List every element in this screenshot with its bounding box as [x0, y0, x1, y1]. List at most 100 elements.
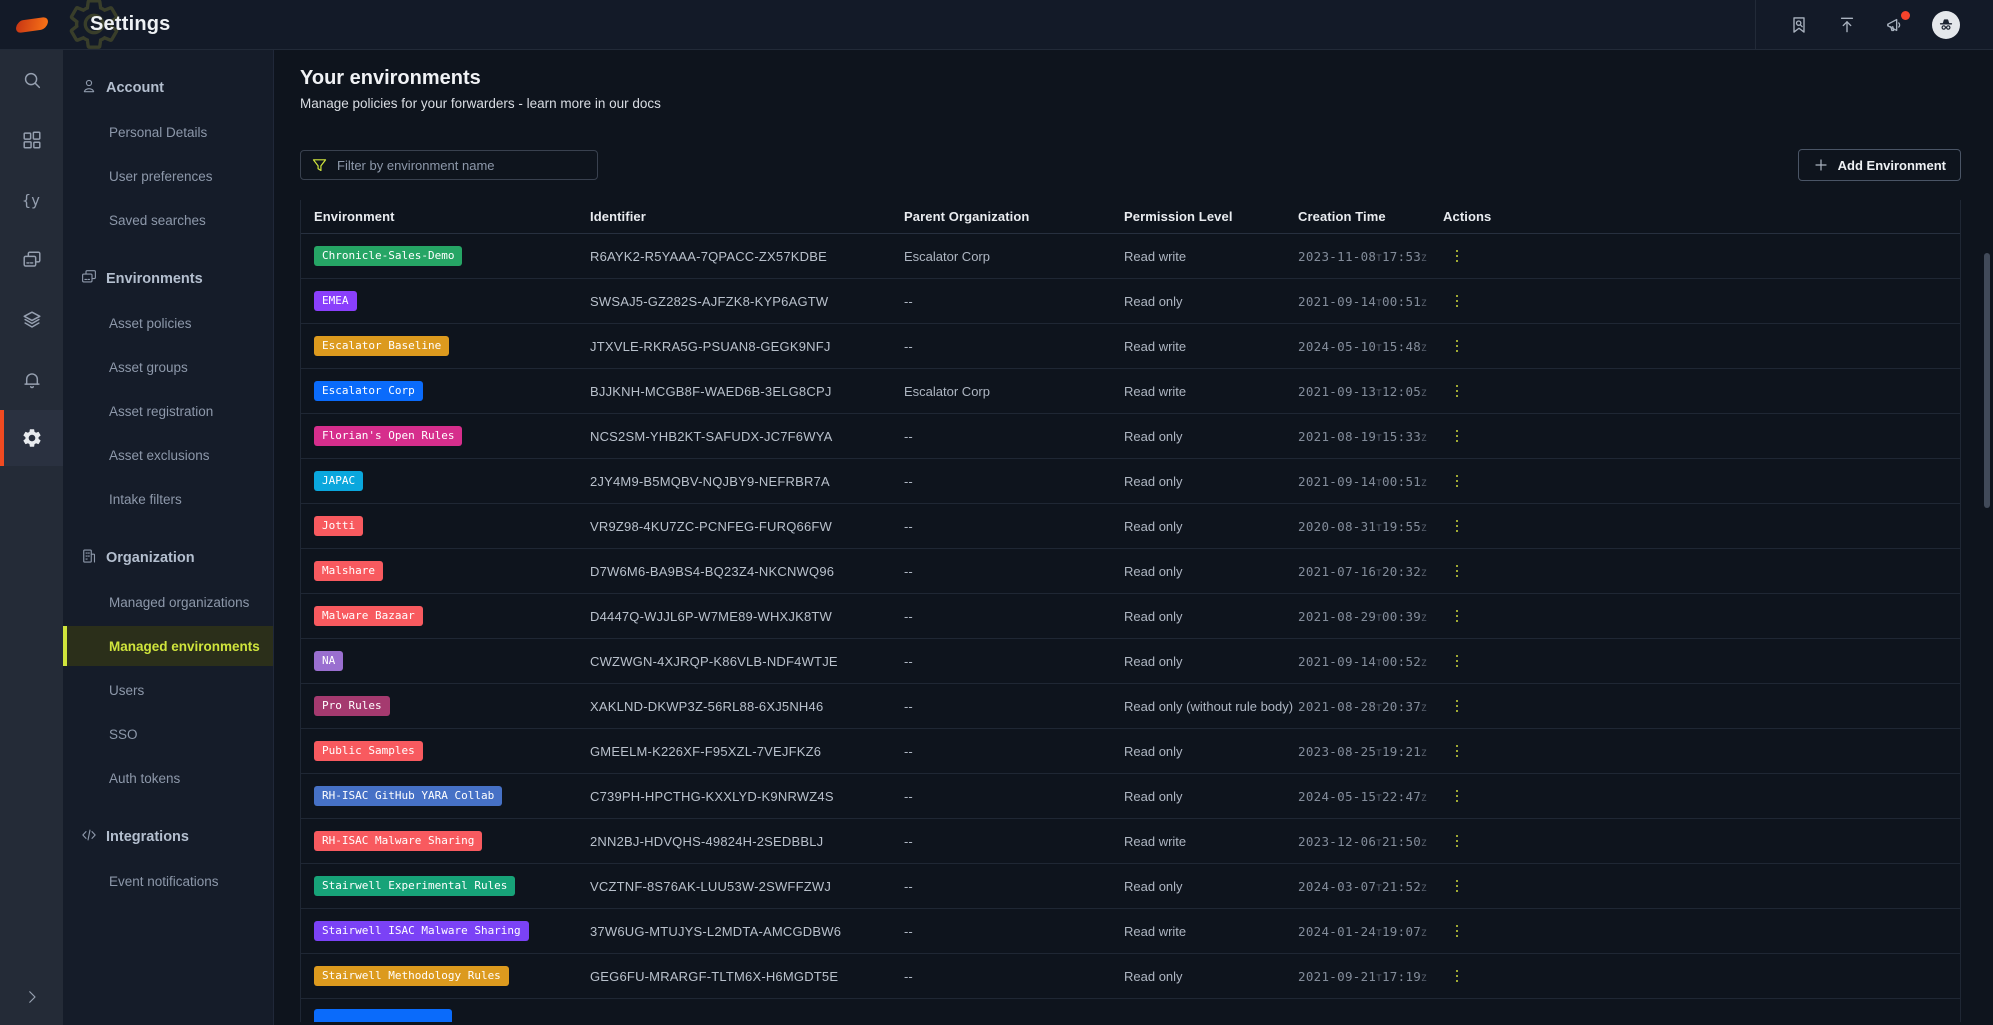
table-row[interactable]: Escalator Corp BJJKNH-MCGB8F-WAED6B-3ELG… — [301, 369, 1960, 414]
upload-icon[interactable] — [1836, 14, 1858, 36]
filter-box[interactable] — [300, 150, 598, 180]
announcements-icon[interactable] — [1884, 10, 1910, 36]
row-actions-kebab-icon[interactable] — [1448, 336, 1466, 356]
table-row[interactable]: Stairwell Experimental Rules VCZTNF-8S76… — [301, 864, 1960, 909]
bookmark-search-icon[interactable] — [1788, 14, 1810, 36]
row-actions-kebab-icon[interactable] — [1448, 786, 1466, 806]
sidebar-section-header[interactable]: Account — [63, 66, 273, 110]
table-row[interactable]: Stairwell ISAC Malware Sharing 37W6UG-MT… — [301, 909, 1960, 954]
table-row[interactable]: Escalator Baseline JTXVLE-RKRA5G-PSUAN8-… — [301, 324, 1960, 369]
search-icon[interactable] — [0, 50, 63, 110]
settings-sidebar: Account Personal Details User preferences… — [63, 50, 274, 1025]
creation-time-cell: 2021-09-14T00:51Z — [1298, 473, 1427, 489]
row-actions-kebab-icon[interactable] — [1448, 921, 1466, 941]
table-row[interactable]: Jotti VR9Z98-4KU7ZC-PCNFEG-FURQ66FW -- R… — [301, 504, 1960, 549]
avatar[interactable] — [1932, 10, 1960, 39]
filter-input[interactable] — [337, 157, 587, 173]
table-row[interactable]: RH-ISAC GitHub YARA Collab C739PH-HPCTHG… — [301, 774, 1960, 819]
table-row[interactable]: Pro Rules XAKLND-DKWP3Z-56RL88-6XJ5NH46 … — [301, 684, 1960, 729]
table-row[interactable]: Malware Bazaar D4447Q-WJJL6P-W7ME89-WHXJ… — [301, 594, 1960, 639]
permission-level-cell: Read only — [1124, 473, 1183, 489]
environment-badge — [314, 1009, 452, 1022]
parent-organization-cell: -- — [904, 788, 913, 804]
assets-icon[interactable] — [0, 230, 63, 290]
row-actions-kebab-icon[interactable] — [1448, 741, 1466, 761]
identifier-cell: 37W6UG-MTUJYS-L2MDTA-AMCGDBW6 — [590, 923, 842, 939]
row-actions-kebab-icon[interactable] — [1448, 471, 1466, 491]
identifier-cell: VCZTNF-8S76AK-LUU53W-2SWFFZWJ — [590, 878, 832, 894]
expand-icon[interactable] — [0, 969, 63, 1025]
table-row[interactable]: Malshare D7W6M6-BA9BS4-BQ23Z4-NKCNWQ96 -… — [301, 549, 1960, 594]
parent-organization-cell: -- — [904, 968, 913, 984]
row-actions-kebab-icon[interactable] — [1448, 426, 1466, 446]
sidebar-item-intake-filters[interactable]: Intake filters — [109, 491, 182, 507]
table-row[interactable]: Florian's Open Rules NCS2SM-YHB2KT-SAFUD… — [301, 414, 1960, 459]
permission-level-cell: Read only — [1124, 743, 1183, 759]
icon-rail: {y — [0, 50, 63, 1025]
dashboard-icon[interactable] — [0, 110, 63, 170]
yara-icon[interactable]: {y — [0, 170, 63, 230]
creation-time-cell: 2024-05-15T22:47Z — [1298, 788, 1427, 804]
row-actions-kebab-icon[interactable] — [1448, 561, 1466, 581]
table-row[interactable]: RH-ISAC Malware Sharing 2NN2BJ-HDVQHS-49… — [301, 819, 1960, 864]
table-row-partial[interactable] — [301, 999, 1960, 1022]
sidebar-item-personal-details[interactable]: Personal Details — [109, 124, 208, 140]
permission-level-cell: Read only — [1124, 293, 1183, 309]
sidebar-section-header[interactable]: Environments — [63, 257, 273, 301]
sidebar-item-managed-organizations[interactable]: Managed organizations — [109, 594, 250, 610]
table-row[interactable]: JAPAC 2JY4M9-B5MQBV-NQJBY9-NEFRBR7A -- R… — [301, 459, 1960, 504]
row-actions-kebab-icon[interactable] — [1448, 876, 1466, 896]
row-actions-kebab-icon[interactable] — [1448, 966, 1466, 986]
sidebar-item-asset-registration[interactable]: Asset registration — [109, 403, 214, 419]
svg-text:{y: {y — [22, 192, 40, 210]
sidebar-item-asset-policies[interactable]: Asset policies — [109, 315, 192, 331]
sidebar-item-asset-groups[interactable]: Asset groups — [109, 359, 188, 375]
sidebar-item-auth-tokens[interactable]: Auth tokens — [109, 770, 181, 786]
identifier-cell: GMEELM-K226XF-F95XZL-7VEJFKZ6 — [590, 743, 822, 759]
identifier-cell: VR9Z98-4KU7ZC-PCNFEG-FURQ66FW — [590, 518, 832, 534]
row-actions-kebab-icon[interactable] — [1448, 291, 1466, 311]
sidebar-item-users[interactable]: Users — [109, 682, 145, 698]
sidebar-section-header[interactable]: Integrations — [63, 815, 273, 859]
table-row[interactable]: EMEA SWSAJ5-GZ282S-AJFZK8-KYP6AGTW -- Re… — [301, 279, 1960, 324]
sidebar-item-event-notifications[interactable]: Event notifications — [109, 873, 219, 889]
sidebar-item-sso[interactable]: SSO — [109, 726, 138, 742]
table-row[interactable]: Chronicle-Sales-Demo R6AYK2-R5YAAA-7QPAC… — [301, 234, 1960, 279]
table-row[interactable]: NA CWZWGN-4XJRQP-K86VLB-NDF4WTJE -- Read… — [301, 639, 1960, 684]
row-actions-kebab-icon[interactable] — [1448, 651, 1466, 671]
vertical-scrollbar[interactable] — [1984, 253, 1990, 508]
settings-icon[interactable] — [0, 410, 63, 466]
environment-badge: Escalator Corp — [314, 381, 423, 401]
environment-badge: Stairwell Methodology Rules — [314, 966, 509, 986]
sidebar-section-header[interactable]: Organization — [63, 536, 273, 580]
parent-organization-cell: Escalator Corp — [904, 383, 990, 399]
toolbar: Add Environment — [300, 149, 1961, 181]
sidebar-item-user-preferences[interactable]: User preferences — [109, 168, 213, 184]
row-actions-kebab-icon[interactable] — [1448, 696, 1466, 716]
plus-icon — [1815, 159, 1827, 171]
topbar-actions — [1755, 0, 1993, 49]
row-actions-kebab-icon[interactable] — [1448, 606, 1466, 626]
creation-time-cell: 2021-09-13T12:05Z — [1298, 383, 1427, 399]
parent-organization-cell: -- — [904, 563, 913, 579]
app-logo[interactable] — [0, 0, 63, 49]
row-actions-kebab-icon[interactable] — [1448, 516, 1466, 536]
table-row[interactable]: Stairwell Methodology Rules GEG6FU-MRARG… — [301, 954, 1960, 999]
parent-organization-cell: -- — [904, 518, 913, 534]
parent-organization-cell: -- — [904, 743, 913, 759]
row-actions-kebab-icon[interactable] — [1448, 831, 1466, 851]
parent-organization-cell: -- — [904, 833, 913, 849]
add-environment-button[interactable]: Add Environment — [1797, 149, 1961, 181]
layers-icon[interactable] — [0, 290, 63, 350]
permission-level-cell: Read only — [1124, 878, 1183, 894]
sidebar-item-managed-environments[interactable]: Managed environments — [63, 626, 273, 666]
sidebar-item-asset-exclusions[interactable]: Asset exclusions — [109, 447, 210, 463]
row-actions-kebab-icon[interactable] — [1448, 381, 1466, 401]
table-row[interactable]: Public Samples GMEELM-K226XF-F95XZL-7VEJ… — [301, 729, 1960, 774]
row-actions-kebab-icon[interactable] — [1448, 246, 1466, 266]
sidebar-section-title: Integrations — [106, 829, 189, 845]
sidebar-item-saved-searches[interactable]: Saved searches — [109, 212, 206, 228]
permission-level-cell: Read only — [1124, 608, 1183, 624]
identifier-cell: 2JY4M9-B5MQBV-NQJBY9-NEFRBR7A — [590, 473, 830, 489]
notifications-icon[interactable] — [0, 350, 63, 410]
